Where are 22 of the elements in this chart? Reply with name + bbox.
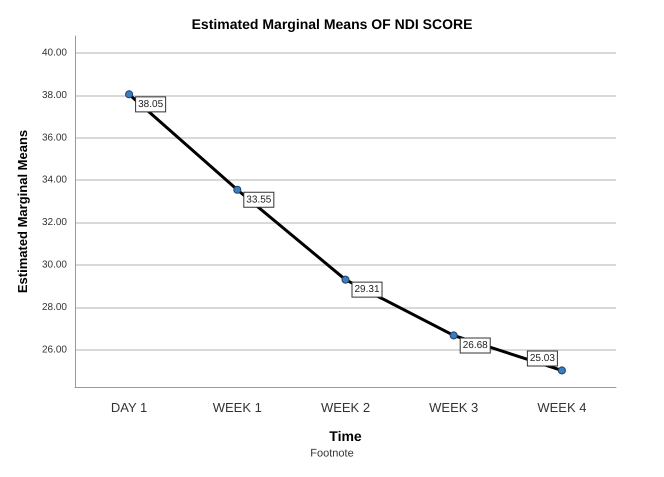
y-tick-label: 34.00 bbox=[42, 174, 68, 186]
x-tick-label: WEEK 1 bbox=[212, 400, 262, 415]
y-tick-label: 38.00 bbox=[42, 90, 68, 101]
chart-title: Estimated Marginal Means OF NDI SCORE bbox=[192, 16, 472, 32]
y-tick-label: 40.00 bbox=[42, 47, 68, 58]
y-tick-label: 26.00 bbox=[42, 344, 68, 356]
y-axis-title: Estimated Marginal Means bbox=[15, 130, 30, 294]
data-label: 25.03 bbox=[530, 352, 556, 364]
data-label: 38.05 bbox=[138, 98, 164, 110]
y-tick-label: 28.00 bbox=[42, 302, 68, 313]
x-tick-label: WEEK 3 bbox=[429, 400, 478, 415]
x-tick-label: DAY 1 bbox=[110, 400, 148, 415]
y-tick-label: 32.00 bbox=[42, 217, 68, 228]
x-tick-label: WEEK 2 bbox=[320, 400, 370, 415]
data-label: 33.55 bbox=[246, 194, 272, 206]
data-label: 26.68 bbox=[462, 340, 488, 351]
y-tick-label: 36.00 bbox=[42, 132, 68, 144]
x-tick-label: WEEK 4 bbox=[537, 400, 586, 415]
y-tick-label: 30.00 bbox=[42, 260, 68, 271]
text: Footnote bbox=[310, 448, 354, 460]
x-axis-title: Time bbox=[329, 428, 362, 444]
data-label: 29.31 bbox=[354, 284, 380, 296]
